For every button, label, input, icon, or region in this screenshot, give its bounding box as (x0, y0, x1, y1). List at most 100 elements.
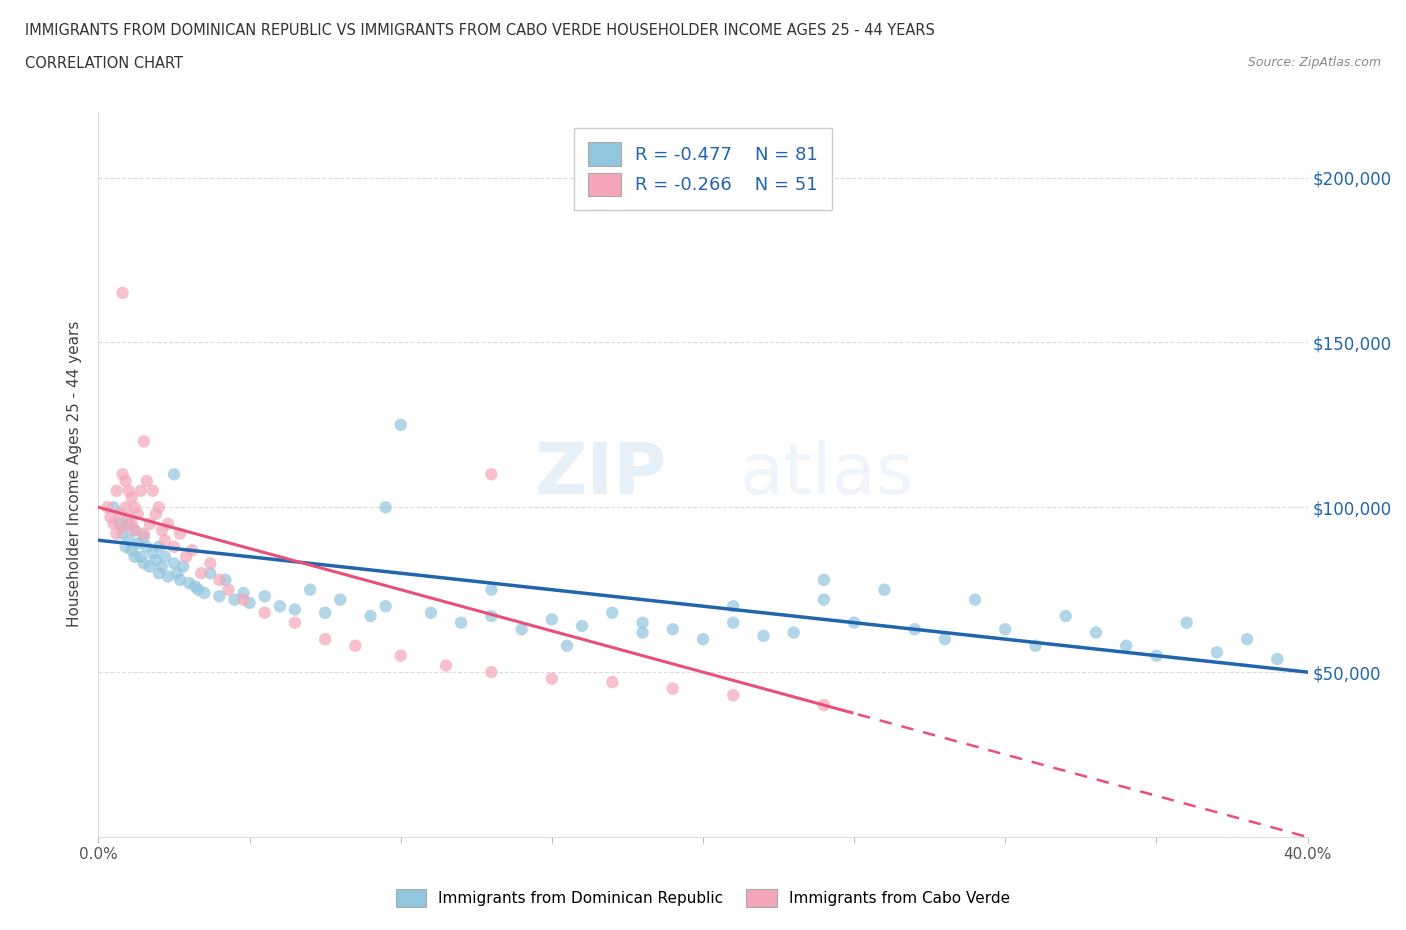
Point (602, 674, 624, 689)
Point (166, 565, 188, 580)
Point (139, 516, 162, 531)
Point (253, 605, 276, 620)
Point (232, 592, 254, 607)
Point (145, 507, 167, 522)
Point (1236, 631, 1258, 646)
Point (1085, 625, 1108, 640)
Point (450, 616, 472, 631)
Point (208, 572, 231, 587)
Point (329, 592, 352, 607)
Point (142, 546, 165, 561)
Point (172, 559, 194, 574)
Text: CORRELATION CHART: CORRELATION CHART (25, 56, 183, 71)
Point (121, 490, 143, 505)
Point (631, 616, 654, 631)
Point (200, 556, 222, 571)
Point (813, 572, 835, 587)
Point (135, 473, 157, 488)
Legend: R = -0.477    N = 81, R = -0.266    N = 51: R = -0.477 N = 81, R = -0.266 N = 51 (574, 128, 832, 210)
Point (163, 467, 186, 482)
Point (132, 529, 155, 544)
Point (239, 595, 262, 610)
Point (1054, 608, 1077, 623)
Point (114, 499, 136, 514)
Point (145, 552, 167, 567)
Point (208, 589, 231, 604)
Point (813, 592, 835, 607)
Point (174, 550, 197, 565)
Point (723, 688, 745, 703)
Point (190, 565, 212, 580)
Point (360, 608, 382, 623)
Point (540, 612, 562, 627)
Point (105, 484, 128, 498)
Point (108, 507, 131, 522)
Point (163, 539, 186, 554)
Point (124, 550, 146, 565)
Point (132, 526, 155, 541)
Point (118, 516, 141, 531)
Point (214, 572, 236, 587)
Point (124, 523, 146, 538)
Point (1175, 616, 1198, 631)
Point (111, 526, 134, 541)
Point (571, 618, 593, 633)
Point (389, 648, 412, 663)
Point (224, 592, 246, 607)
Point (661, 681, 683, 696)
Text: IMMIGRANTS FROM DOMINICAN REPUBLIC VS IMMIGRANTS FROM CABO VERDE HOUSEHOLDER INC: IMMIGRANTS FROM DOMINICAN REPUBLIC VS IM… (25, 23, 935, 38)
Point (108, 516, 131, 531)
Point (844, 616, 866, 631)
Point (118, 533, 141, 548)
Point (481, 582, 503, 597)
Point (148, 499, 170, 514)
Point (184, 579, 207, 594)
Point (344, 638, 367, 653)
Point (481, 608, 503, 623)
Point (156, 569, 179, 584)
Point (510, 622, 533, 637)
Point (150, 523, 173, 538)
Point (193, 586, 215, 601)
Point (142, 484, 165, 498)
Point (434, 658, 457, 673)
Point (1267, 652, 1289, 667)
Y-axis label: Householder Income Ages 25 - 44 years: Householder Income Ages 25 - 44 years (67, 321, 83, 628)
Point (752, 629, 775, 644)
Point (299, 582, 322, 597)
Point (127, 507, 149, 522)
Point (965, 592, 987, 607)
Point (631, 625, 654, 640)
Text: Source: ZipAtlas.com: Source: ZipAtlas.com (1247, 56, 1381, 69)
Point (374, 599, 396, 614)
Point (118, 484, 141, 498)
Point (132, 556, 155, 571)
Point (105, 526, 128, 541)
Point (111, 286, 134, 300)
Point (103, 499, 125, 514)
Legend: Immigrants from Dominican Republic, Immigrants from Cabo Verde: Immigrants from Dominican Republic, Immi… (389, 884, 1017, 913)
Point (135, 539, 157, 554)
Point (1206, 644, 1229, 659)
Point (132, 434, 155, 449)
Point (217, 582, 239, 597)
Point (187, 582, 209, 597)
Point (121, 516, 143, 531)
Point (100, 510, 122, 525)
Point (481, 467, 503, 482)
Point (1115, 638, 1137, 653)
Point (127, 536, 149, 551)
Text: atlas: atlas (740, 440, 914, 509)
Point (148, 565, 170, 580)
Point (934, 631, 956, 646)
Point (163, 556, 186, 571)
Point (103, 516, 125, 531)
Point (1144, 648, 1167, 663)
Point (314, 605, 336, 620)
Point (661, 622, 683, 637)
Point (111, 467, 134, 482)
Point (153, 550, 176, 565)
Point (692, 631, 714, 646)
Point (129, 550, 152, 565)
Point (269, 599, 291, 614)
